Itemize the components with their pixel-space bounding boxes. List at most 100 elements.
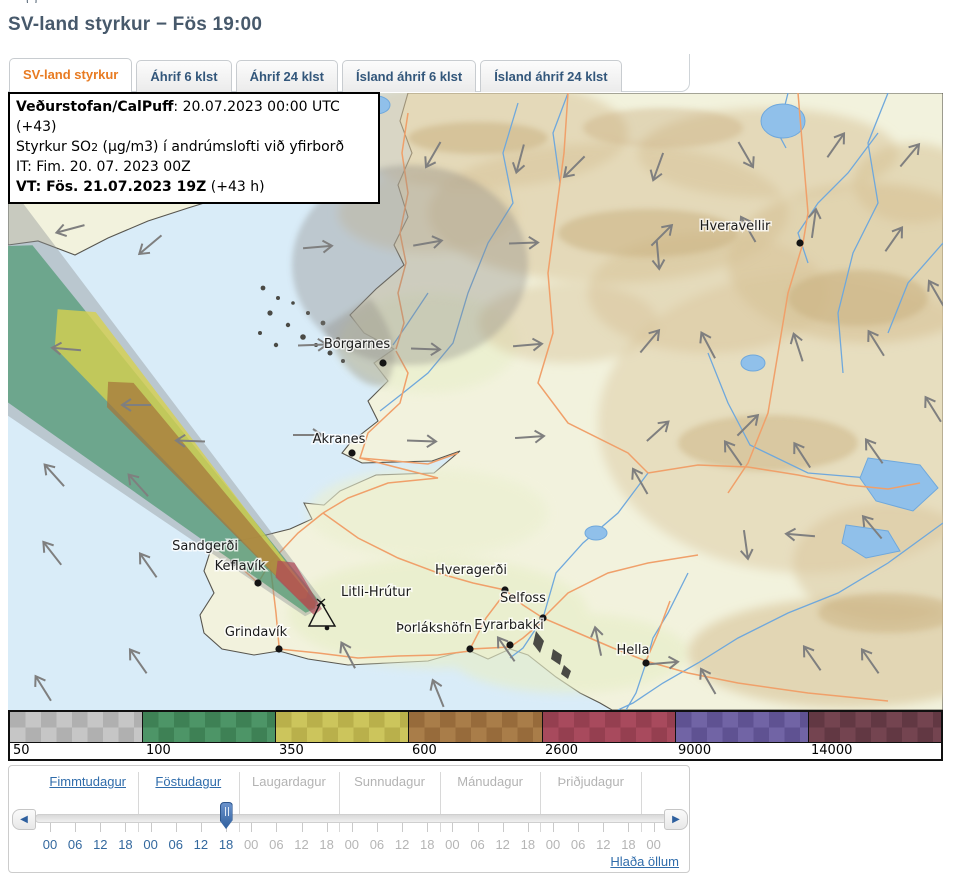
wind-arrow-icon xyxy=(128,648,148,674)
time-label: 00 xyxy=(646,837,661,852)
wind-arrow-icon xyxy=(802,645,822,671)
so2-plume xyxy=(8,196,322,617)
tab-bar: SV-land styrkur Áhrif 6 klst Áhrif 24 klst… xyxy=(8,54,690,92)
wind-arrow-icon xyxy=(864,438,884,464)
slider-handle[interactable] xyxy=(219,802,233,829)
wind-arrow-icon xyxy=(648,655,680,670)
time-tick xyxy=(376,823,378,832)
day-label-5: Mánudagur xyxy=(457,774,524,789)
info-line-parameter: Styrkur SO2 (µg/m3) í andrúmslofti við y… xyxy=(16,138,345,155)
page-title: SV-land styrkur − Fös 19:00 xyxy=(8,14,263,35)
day-separator xyxy=(439,772,441,832)
tab-item-2[interactable]: Áhrif 24 klst xyxy=(235,60,338,92)
time-label: 00 xyxy=(545,837,561,852)
time-label[interactable]: 00 xyxy=(42,837,58,852)
wind-arrow-icon xyxy=(793,441,812,469)
time-label: 18 xyxy=(520,837,536,852)
day-label-6: Þriðjudagur xyxy=(557,774,624,789)
time-label: 06 xyxy=(269,837,284,852)
city-label: Borgarnes xyxy=(324,337,391,352)
gray-so2-cloud xyxy=(292,165,528,386)
load-all-link[interactable]: Hlaða öllum xyxy=(610,854,679,869)
day-label-1[interactable]: Fimmtudagur xyxy=(49,774,126,789)
legend-seg-600 xyxy=(409,712,543,742)
city-label: Keflavík xyxy=(215,559,266,574)
legend-value: 100 xyxy=(145,743,171,758)
city-marker-hella: Hella xyxy=(615,642,651,667)
city-marker-akranes: Akranes xyxy=(311,431,367,457)
day-label-4: Sunnudagur xyxy=(354,774,425,789)
wind-arrow-icon xyxy=(699,331,716,359)
legend-color-strip xyxy=(10,712,941,743)
day-separator xyxy=(339,772,341,832)
wind-arrow-icon xyxy=(861,514,883,540)
time-label[interactable]: 18 xyxy=(218,837,234,852)
tab-list: SV-land styrkur Áhrif 6 klst Áhrif 24 klst… xyxy=(8,54,689,92)
cities-layer: Hveravellir Borgarnes Akranes Sandgerði Kefl… xyxy=(171,218,804,667)
wind-arrow-icon xyxy=(34,674,52,702)
wind-arrow-icon xyxy=(808,207,822,238)
tab-item-1[interactable]: Áhrif 6 klst xyxy=(136,60,232,92)
day-separator xyxy=(138,772,140,832)
wind-arrow-icon xyxy=(410,342,442,357)
legend-seg-100 xyxy=(143,712,277,742)
time-tick xyxy=(175,823,177,832)
time-tick xyxy=(276,823,278,832)
time-tick xyxy=(100,823,102,832)
wind-arrow-icon xyxy=(739,215,757,243)
legend-value-labels: 50 100 350 600 2600 9000 14000 xyxy=(10,743,941,759)
wind-arrow-icon xyxy=(514,429,546,444)
tab-item-3[interactable]: Ísland áhrif 6 klst xyxy=(341,60,477,92)
tab-item-4[interactable]: Ísland áhrif 24 klst xyxy=(480,60,622,92)
wind-arrow-icon xyxy=(406,434,438,449)
wind-arrow-icon xyxy=(867,329,885,357)
forecast-info-box: Veðurstofan/CalPuff: 20.07.2023 00:00 UT… xyxy=(8,92,380,205)
city-label: Akranes xyxy=(313,432,366,447)
city-label: Hveragerði xyxy=(435,563,507,578)
wind-arrow-icon xyxy=(723,440,743,466)
wind-arrow-icon xyxy=(174,433,206,448)
time-slider-panel: Fimmtudagur Föstudagur Laugardagur Sunnudag… xyxy=(8,765,690,873)
rivers-layer xyxy=(379,93,943,710)
city-label: Litli-Hrútur xyxy=(341,585,412,600)
slider-prev-button[interactable]: ◀ xyxy=(12,809,36,830)
time-label[interactable]: 06 xyxy=(168,837,183,852)
wind-arrow-icon xyxy=(927,279,943,307)
legend-value: 600 xyxy=(412,743,437,758)
wind-arrow-icon xyxy=(924,395,942,423)
wind-arrow-icon xyxy=(297,337,329,352)
wind-arrow-icon xyxy=(631,467,649,495)
time-label[interactable]: 12 xyxy=(193,837,209,852)
time-label: 06 xyxy=(570,837,586,852)
time-label[interactable]: 12 xyxy=(93,837,108,852)
wind-arrow-icon xyxy=(650,223,674,247)
city-marker-hverageri: Hveragerði xyxy=(434,562,509,594)
city-marker-orlkshfn: Þorlákshöfn xyxy=(394,620,474,653)
time-label[interactable]: 00 xyxy=(143,837,158,852)
wind-arrow-icon xyxy=(508,235,540,250)
slider-track[interactable] xyxy=(35,814,667,823)
time-label: 12 xyxy=(495,837,510,852)
wind-arrow-icon xyxy=(339,641,356,669)
tab-sv-land-styrkur[interactable]: SV-land styrkur xyxy=(9,58,133,92)
info-line-model: Veðurstofan/CalPuff: 20.07.2023 00:00 UT… xyxy=(16,99,340,135)
plume-band-red xyxy=(275,560,322,616)
wind-arrow-icon xyxy=(639,328,661,354)
time-label[interactable]: 06 xyxy=(67,837,83,852)
city-marker-sandgeri: Sandgerði xyxy=(171,538,239,567)
info-line-valid-time: VT: Fös. 21.07.2023 19Z (+43 h) xyxy=(16,178,265,195)
day-separator xyxy=(238,772,240,832)
wind-arrow-icon xyxy=(784,527,816,542)
time-tick xyxy=(75,823,77,832)
wind-arrow-icon xyxy=(429,678,445,708)
legend-value: 9000 xyxy=(678,743,712,758)
day-label-2[interactable]: Föstudagur xyxy=(155,774,222,789)
time-label: 18 xyxy=(621,837,636,852)
wind-arrow-icon xyxy=(884,226,904,252)
legend-seg-50 xyxy=(10,712,144,742)
slider-next-button[interactable]: ▶ xyxy=(664,809,688,830)
time-label: 12 xyxy=(394,837,410,852)
day-separator xyxy=(540,772,542,832)
wind-arrow-icon xyxy=(50,341,82,356)
time-label[interactable]: 18 xyxy=(118,837,133,852)
